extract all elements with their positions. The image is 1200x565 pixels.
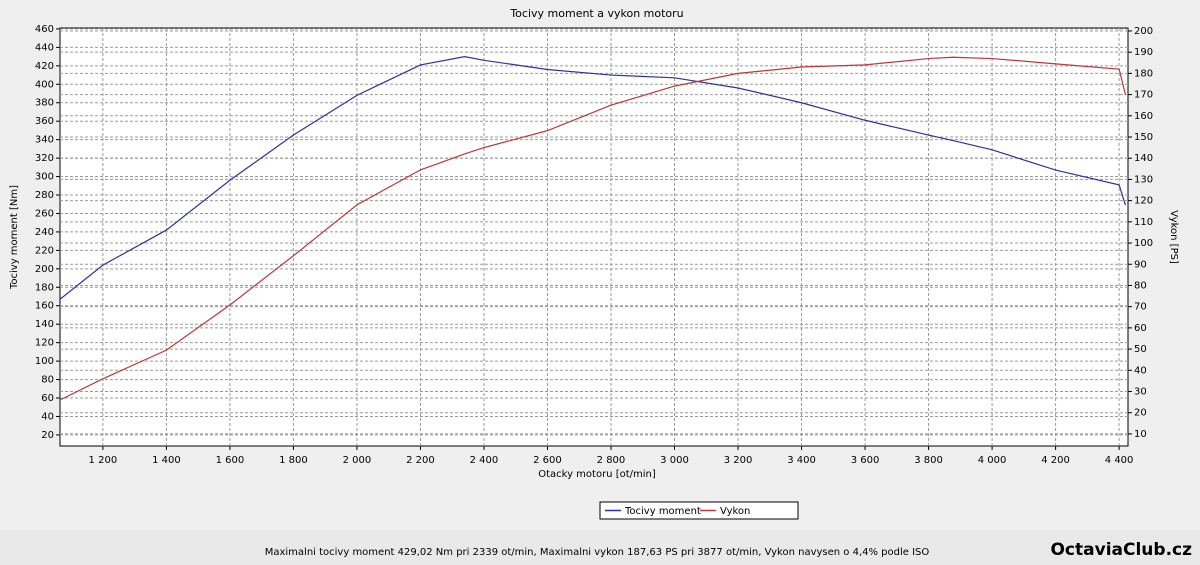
y-tick-label: 440	[35, 42, 54, 53]
y-tick-label: 280	[35, 190, 54, 201]
x-tick-label: 2 600	[533, 455, 562, 466]
y-tick-label: 100	[35, 356, 54, 367]
y-tick-label: 40	[41, 411, 54, 422]
x-tick-label: 4 200	[1041, 455, 1070, 466]
y-tick-label: 220	[35, 245, 54, 256]
y-tick-label: 200	[35, 264, 54, 275]
y2-tick-label: 120	[1134, 196, 1153, 207]
y2-tick-label: 140	[1134, 153, 1153, 164]
x-tick-label: 1 400	[152, 455, 181, 466]
legend-label: Vykon	[720, 506, 750, 517]
y2-tick-label: 200	[1134, 26, 1153, 37]
x-tick-label: 3 400	[787, 455, 816, 466]
y2-tick-label: 130	[1134, 174, 1153, 185]
y-tick-label: 240	[35, 227, 54, 238]
y-axis-title: Tocivy moment [Nm]	[9, 185, 20, 290]
y-tick-label: 120	[35, 338, 54, 349]
chart-title: Tocivy moment a vykon motoru	[509, 7, 683, 20]
x-tick-label: 1 200	[89, 455, 118, 466]
legend-items: Tocivy moment Vykon	[605, 506, 750, 517]
x-tick-label: 1 600	[216, 455, 245, 466]
y-tick-label: 460	[35, 24, 54, 35]
y-tick-label: 20	[41, 430, 54, 441]
y-tick-label: 140	[35, 319, 54, 330]
x-tick-label: 2 200	[406, 455, 435, 466]
y-tick-label: 320	[35, 153, 54, 164]
x-tick-label: 3 200	[724, 455, 753, 466]
footer-note: Maximalni tocivy moment 429,02 Nm pri 23…	[265, 547, 930, 558]
x-tick-label: 4 400	[1105, 455, 1134, 466]
legend	[599, 501, 799, 520]
line-series	[59, 56, 1127, 401]
y2-tick-label: 100	[1134, 238, 1153, 249]
y2-tick-label: 70	[1134, 302, 1147, 313]
legend-label: Tocivy moment	[624, 506, 701, 517]
x-tick-label: 3 000	[660, 455, 689, 466]
line-series	[59, 55, 1127, 300]
y2-tick-label: 50	[1134, 344, 1147, 355]
x-tick-label: 2 400	[470, 455, 499, 466]
y2-axis-title: Vykon [PS]	[1168, 210, 1179, 264]
y-tick-label: 360	[35, 116, 54, 127]
y-tick-label: 60	[41, 393, 54, 404]
y-tick-label: 380	[35, 98, 54, 109]
x-axis-title: Otacky motoru [ot/min]	[538, 469, 656, 480]
footer-band	[0, 530, 1200, 565]
y-tick-label: 340	[35, 135, 54, 146]
y2-tick-label: 150	[1134, 132, 1153, 143]
x-tick-label: 3 600	[851, 455, 880, 466]
x-tick-label: 1 800	[279, 455, 308, 466]
x-tick-label: 3 800	[914, 455, 943, 466]
x-tick-label: 4 000	[978, 455, 1007, 466]
y2-tick-label: 180	[1134, 68, 1153, 79]
y2-tick-label: 170	[1134, 90, 1153, 101]
plot-area	[59, 27, 1129, 447]
y2-tick-label: 10	[1134, 429, 1147, 440]
y2-tick-label: 20	[1134, 408, 1147, 419]
watermark: OctaviaClub.cz	[1050, 540, 1192, 560]
y2-tick-label: 110	[1134, 217, 1153, 228]
y2-tick-label: 160	[1134, 111, 1153, 122]
y-tick-label: 400	[35, 79, 54, 90]
y-tick-label: 300	[35, 172, 54, 183]
y2-tick-label: 60	[1134, 323, 1147, 334]
y-tick-label: 420	[35, 61, 54, 72]
y2-tick-label: 40	[1134, 365, 1147, 376]
y-tick-label: 80	[41, 375, 54, 386]
y2-tick-label: 30	[1134, 386, 1147, 397]
y2-tick-label: 90	[1134, 259, 1147, 270]
y-tick-label: 180	[35, 282, 54, 293]
x-tick-label: 2 800	[597, 455, 626, 466]
y-tick-label: 260	[35, 208, 54, 219]
y2-tick-label: 80	[1134, 280, 1147, 291]
y-tick-label: 160	[35, 301, 54, 312]
y2-tick-label: 190	[1134, 47, 1153, 58]
x-tick-label: 2 000	[343, 455, 372, 466]
